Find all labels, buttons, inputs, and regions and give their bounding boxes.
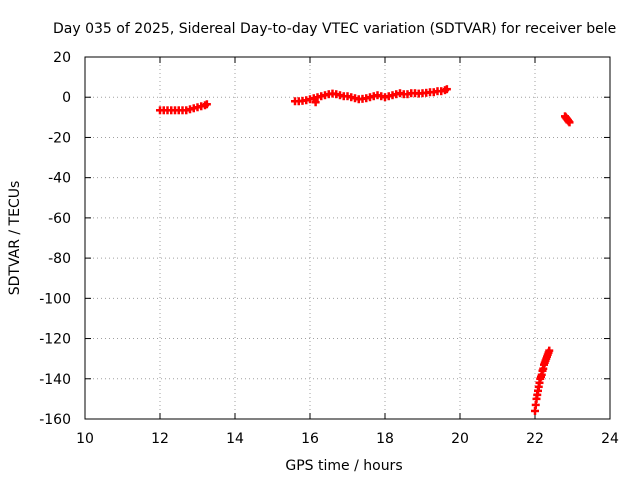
x-tick-label: 20: [451, 431, 469, 447]
y-tick-label: 0: [62, 90, 71, 106]
y-tick-label: -80: [48, 251, 71, 267]
x-tick-label: 12: [151, 431, 169, 447]
data-point: [545, 346, 554, 355]
plot-frame: [84, 56, 611, 420]
y-tick-label: -20: [48, 130, 71, 146]
grid: [85, 57, 610, 419]
x-axis-label: GPS time / hours: [285, 458, 402, 474]
tick-group: 10 12 14 16 18 20 22 24 20 0 -20 -40 -60 -80 -100 -120 -…: [39, 50, 619, 447]
data-points: [156, 85, 574, 415]
y-tick-label: -120: [39, 332, 71, 348]
x-tick-label: 18: [376, 431, 394, 447]
x-tick-label: 16: [301, 431, 319, 447]
x-tick-label: 24: [601, 431, 619, 447]
data-point: [565, 118, 574, 127]
x-tick-label: 14: [226, 431, 244, 447]
y-axis-label: SDTVAR / TECUs: [7, 181, 23, 296]
chart-title: Day 035 of 2025, Sidereal Day-to-day VTE…: [53, 21, 616, 37]
y-tick-label: -100: [39, 291, 71, 307]
y-tick-label: -40: [48, 171, 71, 187]
y-tick-label: -60: [48, 211, 71, 227]
data-point: [442, 85, 451, 94]
y-tick-label: -140: [39, 372, 71, 388]
x-tick-label: 22: [526, 431, 544, 447]
x-tick-label: 10: [76, 431, 94, 447]
y-tick-label: -160: [39, 412, 71, 428]
data-point: [202, 100, 211, 109]
data-point: [311, 98, 320, 107]
y-tick-label: 20: [53, 50, 71, 66]
